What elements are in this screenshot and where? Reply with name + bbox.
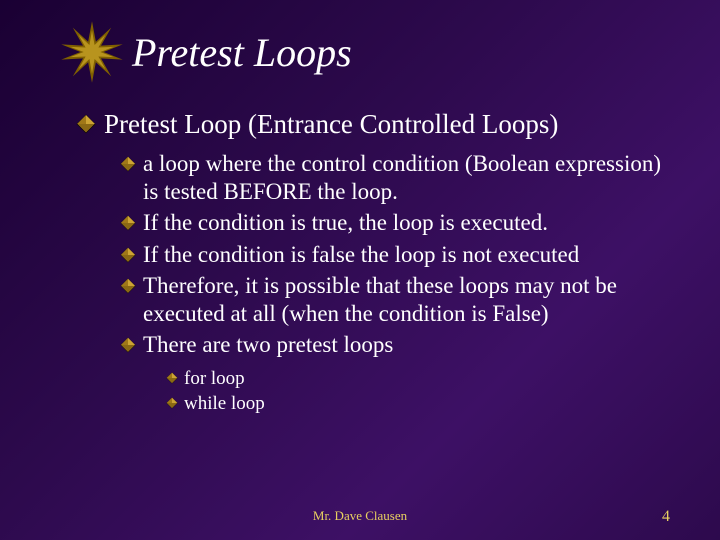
bullet-lvl2: a loop where the control condition (Bool… bbox=[120, 150, 680, 206]
bullet-text: If the condition is false the loop is no… bbox=[143, 241, 579, 269]
content-area: Pretest Loop (Entrance Controlled Loops)… bbox=[76, 108, 680, 416]
bullet-lvl1: Pretest Loop (Entrance Controlled Loops) bbox=[76, 108, 680, 140]
bullet-lvl2: If the condition is false the loop is no… bbox=[120, 241, 680, 269]
bullet-text: a loop where the control condition (Bool… bbox=[143, 150, 680, 206]
bullet-text: for loop bbox=[184, 367, 245, 391]
bullet-text: while loop bbox=[184, 392, 265, 416]
slide-number: 4 bbox=[662, 508, 670, 526]
diamond-icon bbox=[120, 278, 136, 294]
slide-title: Pretest Loops bbox=[132, 29, 352, 76]
diamond-icon bbox=[120, 337, 136, 353]
bullet-text: Pretest Loop (Entrance Controlled Loops) bbox=[104, 108, 558, 140]
footer-author: Mr. Dave Clausen bbox=[313, 508, 407, 524]
diamond-icon bbox=[120, 156, 136, 172]
burst-icon bbox=[60, 20, 124, 84]
diamond-icon bbox=[120, 215, 136, 231]
bullet-text: Therefore, it is possible that these loo… bbox=[143, 272, 680, 328]
bullet-lvl3: for loop bbox=[166, 367, 680, 391]
bullet-lvl3: while loop bbox=[166, 392, 680, 416]
diamond-icon bbox=[120, 247, 136, 263]
footer: Mr. Dave Clausen 4 bbox=[0, 508, 720, 526]
bullet-text: If the condition is true, the loop is ex… bbox=[143, 209, 548, 237]
bullet-lvl2: There are two pretest loops bbox=[120, 331, 680, 359]
slide-container: Pretest Loops Pretest Loop (Entrance Con… bbox=[0, 0, 720, 540]
diamond-icon bbox=[76, 114, 96, 134]
bullet-lvl2: If the condition is true, the loop is ex… bbox=[120, 209, 680, 237]
bullet-lvl2: Therefore, it is possible that these loo… bbox=[120, 272, 680, 328]
bullet-text: There are two pretest loops bbox=[143, 331, 393, 359]
lvl2-group: a loop where the control condition (Bool… bbox=[120, 150, 680, 416]
lvl3-group: for loop while loop bbox=[166, 367, 680, 417]
diamond-icon bbox=[166, 372, 178, 384]
diamond-icon bbox=[166, 397, 178, 409]
title-row: Pretest Loops bbox=[60, 20, 680, 84]
